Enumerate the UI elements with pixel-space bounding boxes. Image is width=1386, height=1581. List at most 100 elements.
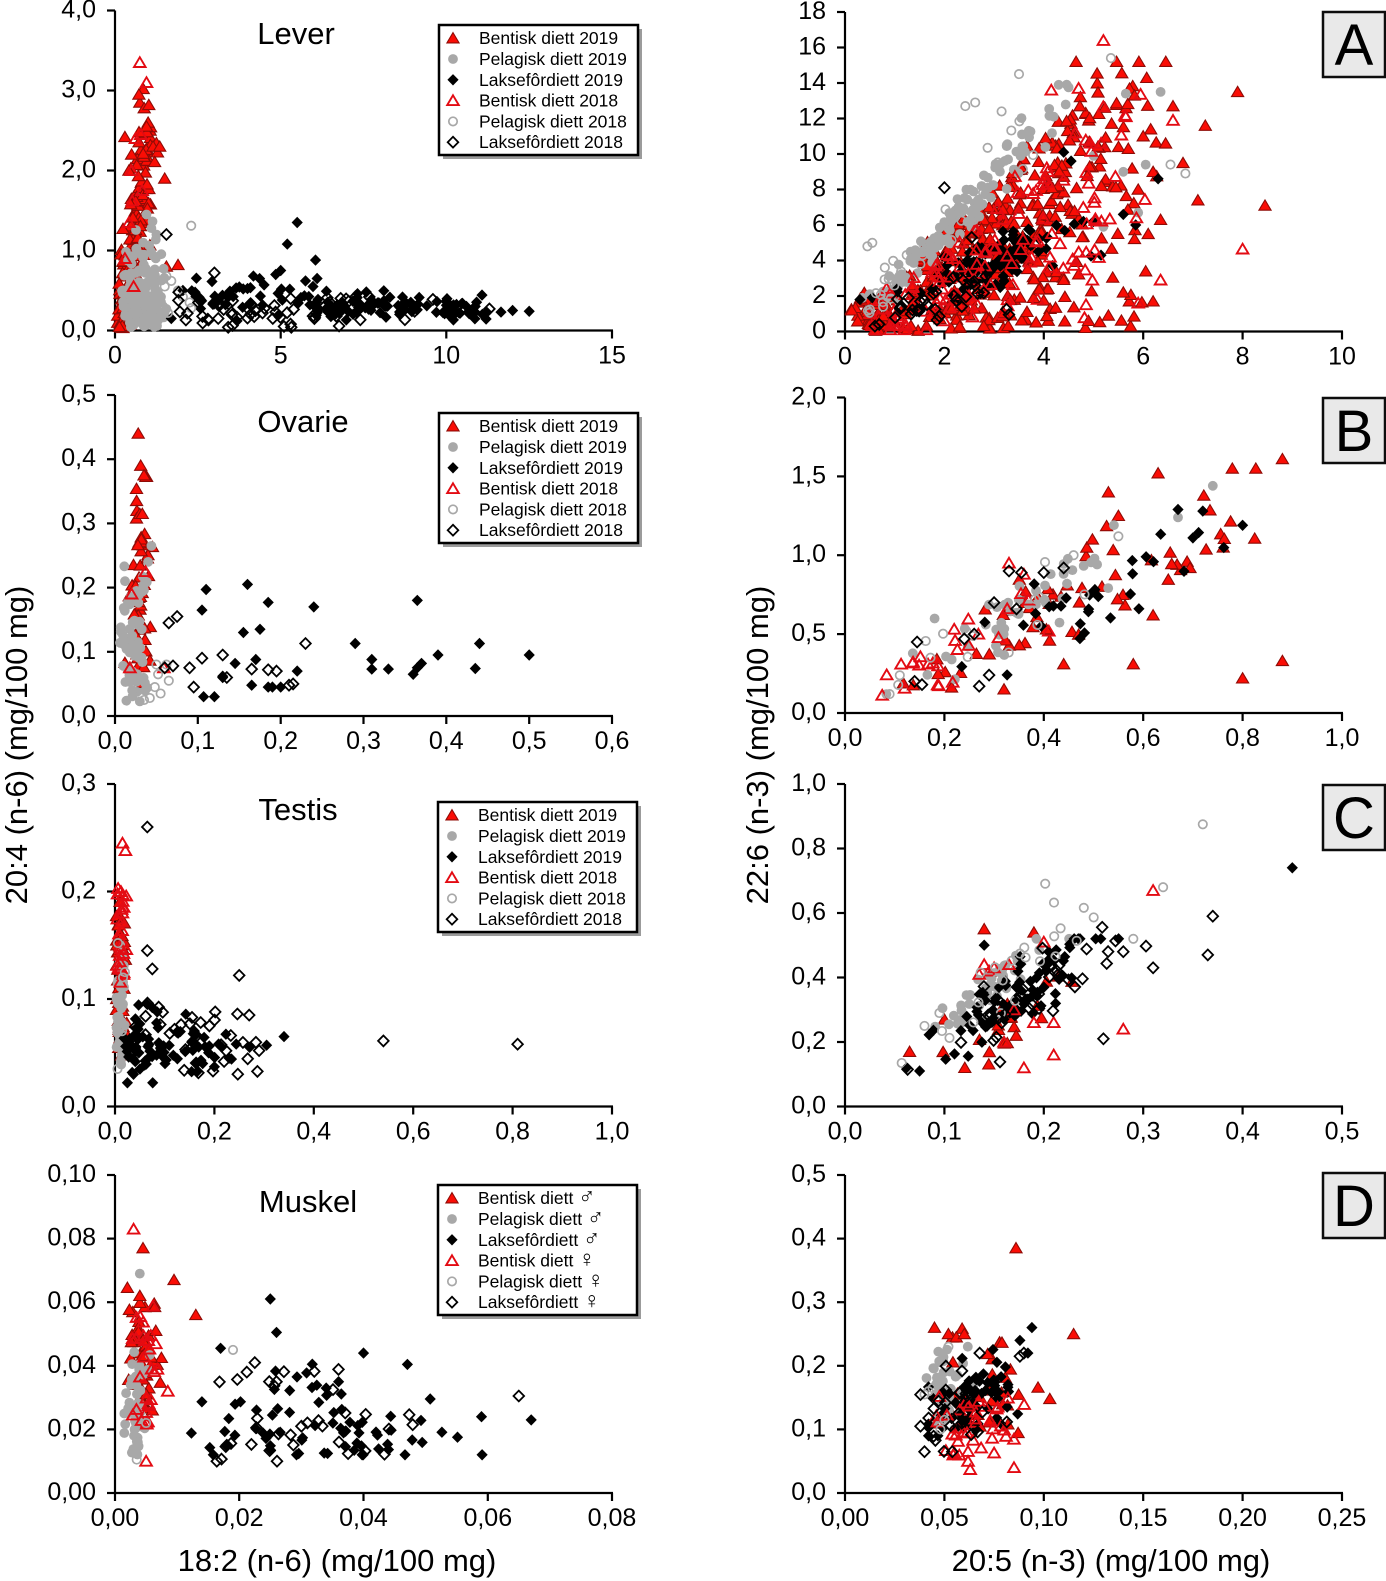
svg-text:Lever: Lever <box>257 16 335 51</box>
svg-text:Laksefôrdiett 2018: Laksefôrdiett 2018 <box>479 132 623 152</box>
svg-text:0,0: 0,0 <box>791 1092 826 1120</box>
svg-text:0,0: 0,0 <box>791 1478 826 1506</box>
svg-text:Ovarie: Ovarie <box>257 404 348 439</box>
svg-text:Bentisk diett 2018: Bentisk diett 2018 <box>479 91 618 111</box>
svg-text:0,2: 0,2 <box>263 727 298 755</box>
svg-text:D: D <box>1333 1174 1375 1239</box>
svg-text:0,1: 0,1 <box>61 984 96 1012</box>
svg-text:0,1: 0,1 <box>791 1414 826 1442</box>
svg-text:0,0: 0,0 <box>828 724 863 752</box>
svg-text:0,6: 0,6 <box>595 727 630 755</box>
svg-text:0,6: 0,6 <box>1126 724 1161 752</box>
svg-text:0,3: 0,3 <box>1126 1118 1161 1146</box>
svg-text:6: 6 <box>812 210 826 238</box>
svg-text:20:5 (n-3) (mg/100 mg): 20:5 (n-3) (mg/100 mg) <box>952 1543 1271 1578</box>
svg-text:0,00: 0,00 <box>47 1478 96 1506</box>
svg-text:Bentisk diett 2018: Bentisk diett 2018 <box>478 868 617 888</box>
svg-text:10: 10 <box>1328 343 1356 371</box>
svg-text:0,8: 0,8 <box>791 834 826 862</box>
svg-text:0,5: 0,5 <box>791 1160 826 1188</box>
svg-text:0,6: 0,6 <box>791 898 826 926</box>
svg-text:16: 16 <box>798 33 826 61</box>
svg-text:0,1: 0,1 <box>927 1118 962 1146</box>
svg-text:8: 8 <box>1236 343 1250 371</box>
svg-text:0,20: 0,20 <box>1218 1504 1267 1532</box>
svg-text:15: 15 <box>598 342 626 370</box>
svg-text:0,8: 0,8 <box>495 1118 530 1146</box>
svg-text:0,25: 0,25 <box>1318 1504 1367 1532</box>
svg-text:0,5: 0,5 <box>791 619 826 647</box>
svg-text:0,4: 0,4 <box>429 727 464 755</box>
svg-text:0,4: 0,4 <box>61 444 96 472</box>
svg-text:Pelagisk diett ♂: Pelagisk diett ♂ <box>478 1204 604 1230</box>
svg-text:0,0: 0,0 <box>61 316 96 344</box>
svg-text:0,3: 0,3 <box>791 1287 826 1315</box>
svg-text:2,0: 2,0 <box>791 383 826 411</box>
svg-text:0: 0 <box>108 342 122 370</box>
svg-text:Bentisk diett 2018: Bentisk diett 2018 <box>479 479 618 499</box>
svg-text:0,00: 0,00 <box>821 1504 870 1532</box>
svg-text:0,02: 0,02 <box>47 1414 96 1442</box>
svg-text:0,0: 0,0 <box>98 1118 133 1146</box>
svg-text:Bentisk diett ♀: Bentisk diett ♀ <box>478 1246 595 1272</box>
svg-text:0,1: 0,1 <box>180 727 215 755</box>
svg-text:2: 2 <box>937 343 951 371</box>
svg-text:5: 5 <box>274 342 288 370</box>
svg-text:0,5: 0,5 <box>1325 1118 1360 1146</box>
svg-text:Pelagisk diett 2019: Pelagisk diett 2019 <box>479 49 627 69</box>
svg-text:0,2: 0,2 <box>197 1118 232 1146</box>
svg-text:14: 14 <box>798 68 826 96</box>
svg-text:Laksefôrdiett 2018: Laksefôrdiett 2018 <box>478 909 622 929</box>
svg-text:1,0: 1,0 <box>791 769 826 797</box>
svg-text:18:2 (n-6) (mg/100 mg): 18:2 (n-6) (mg/100 mg) <box>178 1543 497 1578</box>
svg-text:Laksefôrdiett 2019: Laksefôrdiett 2019 <box>479 70 623 90</box>
svg-text:Laksefôrdiett ♀: Laksefôrdiett ♀ <box>478 1287 600 1313</box>
svg-text:B: B <box>1335 399 1374 464</box>
svg-text:0,04: 0,04 <box>339 1504 388 1532</box>
svg-text:Bentisk diett 2019: Bentisk diett 2019 <box>478 805 617 825</box>
svg-text:12: 12 <box>798 104 826 132</box>
svg-text:6: 6 <box>1136 343 1150 371</box>
svg-text:1,0: 1,0 <box>61 236 96 264</box>
svg-text:0,2: 0,2 <box>927 724 962 752</box>
svg-text:0,02: 0,02 <box>215 1504 264 1532</box>
svg-text:0,3: 0,3 <box>61 769 96 797</box>
svg-text:0,8: 0,8 <box>1225 724 1260 752</box>
svg-text:0: 0 <box>838 343 852 371</box>
svg-text:0,2: 0,2 <box>791 1351 826 1379</box>
svg-text:0,1: 0,1 <box>61 637 96 665</box>
svg-text:0,2: 0,2 <box>61 877 96 905</box>
svg-text:2: 2 <box>812 281 826 309</box>
svg-text:0,2: 0,2 <box>791 1027 826 1055</box>
svg-text:0,3: 0,3 <box>346 727 381 755</box>
svg-text:0,10: 0,10 <box>1019 1504 1068 1532</box>
svg-text:Pelagisk diett 2018: Pelagisk diett 2018 <box>479 111 627 131</box>
svg-text:2,0: 2,0 <box>61 156 96 184</box>
svg-text:Laksefôrdiett ♂: Laksefôrdiett ♂ <box>478 1225 600 1251</box>
svg-text:0,0: 0,0 <box>61 1092 96 1120</box>
svg-text:0,4: 0,4 <box>1225 1118 1260 1146</box>
svg-text:Laksefôrdiett 2018: Laksefôrdiett 2018 <box>479 520 623 540</box>
svg-text:18: 18 <box>798 0 826 25</box>
svg-text:0: 0 <box>812 317 826 345</box>
svg-text:4,0: 4,0 <box>61 0 96 24</box>
svg-text:0,4: 0,4 <box>296 1118 331 1146</box>
svg-text:Pelagisk diett 2018: Pelagisk diett 2018 <box>478 888 626 908</box>
svg-text:0,2: 0,2 <box>61 573 96 601</box>
svg-text:0,4: 0,4 <box>1026 724 1061 752</box>
svg-text:0,0: 0,0 <box>828 1118 863 1146</box>
svg-text:0,00: 0,00 <box>91 1504 140 1532</box>
svg-text:Pelagisk diett ♀: Pelagisk diett ♀ <box>478 1266 604 1292</box>
svg-text:0,06: 0,06 <box>463 1504 512 1532</box>
svg-text:4: 4 <box>1037 343 1051 371</box>
svg-text:Muskel: Muskel <box>259 1184 357 1219</box>
svg-text:C: C <box>1333 786 1375 851</box>
svg-text:1,0: 1,0 <box>595 1118 630 1146</box>
svg-text:20:4 (n-6) (mg/100 mg): 20:4 (n-6) (mg/100 mg) <box>0 586 34 905</box>
svg-text:0,15: 0,15 <box>1119 1504 1168 1532</box>
svg-text:0,5: 0,5 <box>512 727 547 755</box>
svg-text:Bentisk diett 2019: Bentisk diett 2019 <box>479 416 618 436</box>
svg-text:0,04: 0,04 <box>47 1351 96 1379</box>
svg-text:Pelagisk diett 2019: Pelagisk diett 2019 <box>479 437 627 457</box>
svg-text:0,0: 0,0 <box>791 698 826 726</box>
